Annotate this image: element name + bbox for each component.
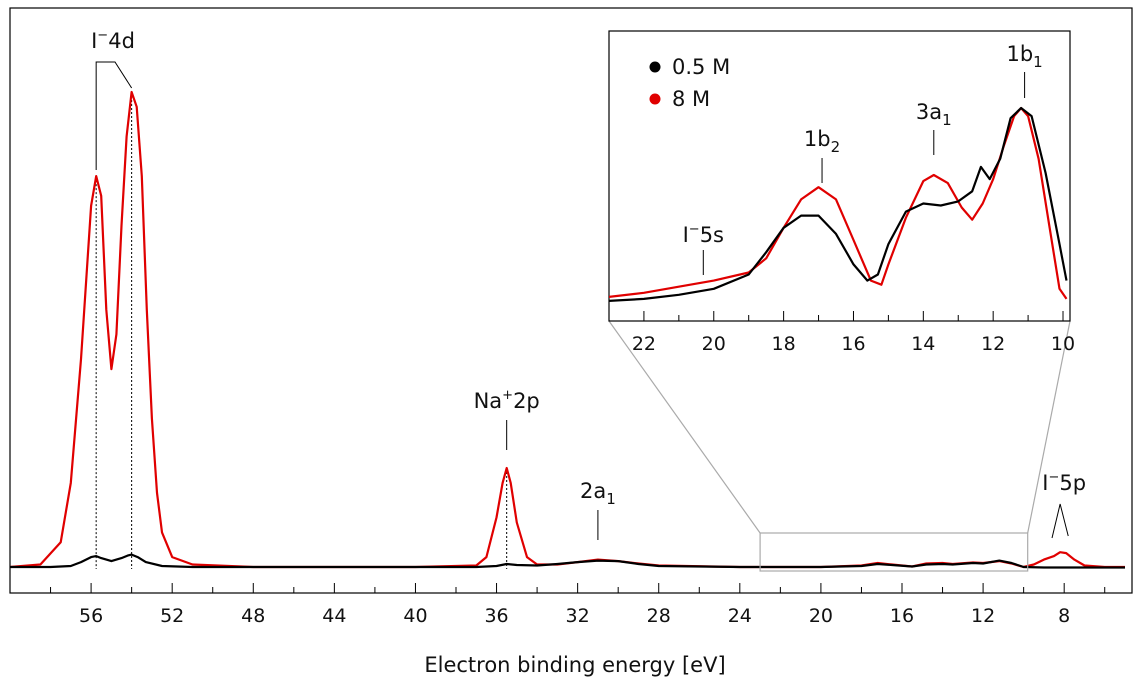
legend-marker [649,93,661,105]
annotation-i-5s-part: 5s [700,223,724,247]
x-tick-label: 44 [322,605,346,627]
legend-label: 8 M [672,87,710,111]
zoom-connector-left [608,320,761,534]
annotation-na-2p-part: + [502,388,513,403]
inset-x-tick-label: 16 [841,333,865,355]
x-tick-label: 24 [728,605,752,627]
inset-x-tick-label: 18 [772,333,796,355]
main-series [10,90,1125,569]
x-tick-label: 52 [160,605,184,627]
annotation-3a1-part: 1 [942,111,952,129]
inset-x-tick-label: 22 [632,333,656,355]
plot-frame [9,7,1133,594]
annotation-1b1: 1b1 [1006,42,1042,71]
annotation-na-2p: Na+2p [474,388,540,413]
inset-x-tick-label: 10 [1051,333,1075,355]
annotation-i-5s-part: − [689,222,700,237]
inset-x-tick-label: 14 [911,333,935,355]
zoom-connector-lines [608,320,1071,572]
annotation-i-4d: I−4d [91,28,135,53]
annotation-i-5p: I−5p [1042,470,1086,495]
legend-label: 0.5 M [672,55,730,79]
x-tick-label: 48 [241,605,265,627]
zoom-connector-right [1027,320,1071,534]
annotation-2a1-part: 1 [606,490,616,508]
annotation-na-2p-part: Na [474,389,503,413]
main-series-line-1 [10,553,1125,569]
x-axis-ticks: 56 52 48 44 40 36 32 28 24 20 16 12 8 [9,583,1106,627]
main-plot: 56 52 48 44 40 36 32 28 24 20 16 12 8I−4dNa+2p2a1I−5… [9,7,1133,627]
x-tick-label: 36 [484,605,508,627]
x-axis-title: Electron binding energy [eV] [424,653,725,677]
inset-x-tick-label: 20 [702,333,726,355]
legend-marker [649,61,661,73]
annotation-i-5s: I−5s [683,222,724,247]
annotation-2a1: 2a1 [580,479,616,508]
annotation-3a1: 3a1 [916,100,952,129]
annotation-1b1-part: 1b [1006,42,1033,66]
annotation-i-5p-part: 5p [1059,471,1086,495]
annotation-3a1-part: 3a [916,100,942,124]
x-tick-label: 12 [971,605,995,627]
peak-guide-lines [95,96,508,569]
inset-series [609,106,1068,302]
annotation-1b2: 1b2 [804,127,840,156]
annotation-i-5p-part: − [1048,470,1059,485]
annotation-i-4d-part: I [91,29,97,53]
zoom-region-box [759,532,1029,572]
x-tick-label: 56 [79,605,103,627]
annotation-i-4d-part: 4d [108,29,135,53]
annotation-i-5p-part: I [1042,471,1048,495]
annotation-i-4d-part: − [97,28,108,43]
x-tick-label: 32 [566,605,590,627]
annotation-i-5s-part: I [683,223,689,247]
x-tick-label: 8 [1058,605,1070,627]
annotation-i-4d-leader [95,61,133,170]
inset-x-axis-ticks: 22 20 18 16 14 12 10 [608,311,1075,355]
x-tick-label: 40 [403,605,427,627]
annotation-i-5p-leader [1051,503,1069,539]
legend: 0.5 M 8 M [649,55,730,111]
x-tick-label: 16 [890,605,914,627]
x-tick-label: 20 [809,605,833,627]
inset-series-line-1 [609,106,1068,302]
annotation-1b2-part: 2 [831,138,841,156]
annotation-1b1-part: 1 [1033,53,1043,71]
annotation-na-2p-part: 2p [513,389,540,413]
inset-x-tick-label: 12 [981,333,1005,355]
annotation-2a1-part: 2a [580,479,606,503]
annotation-1b2-part: 1b [804,127,831,151]
x-tick-label: 28 [647,605,671,627]
